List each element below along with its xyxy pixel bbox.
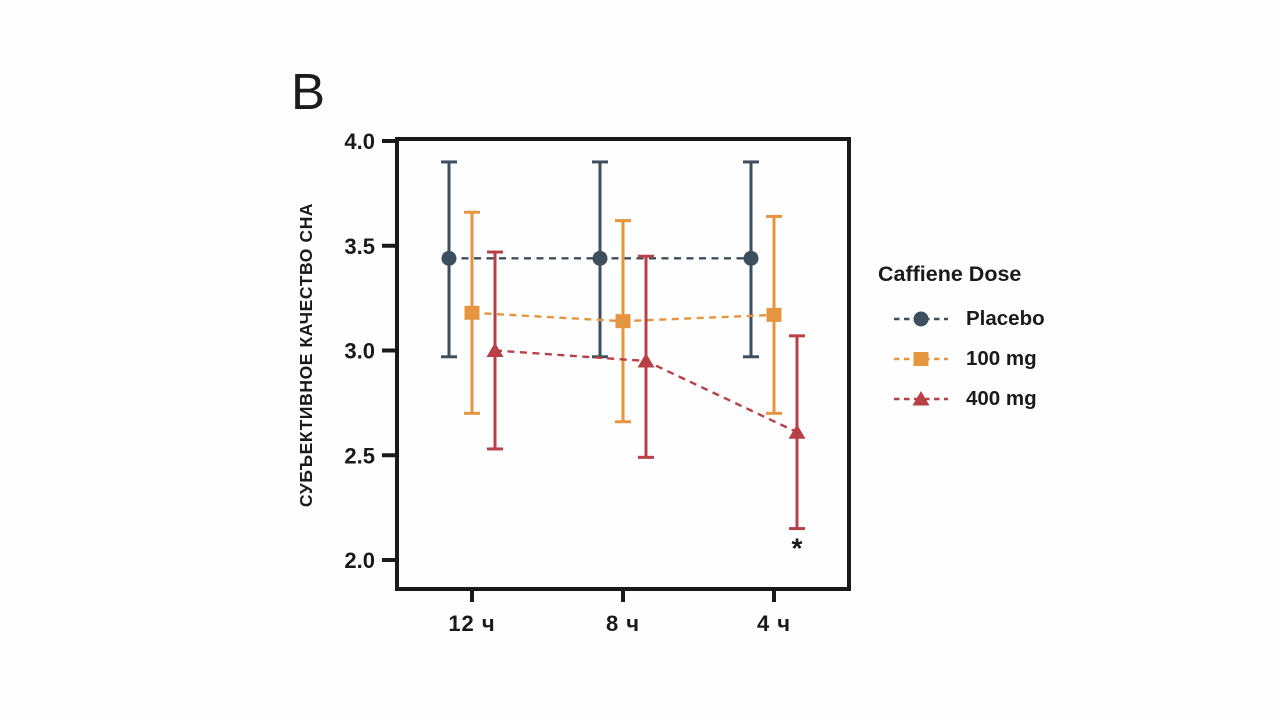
legend-label: Placebo — [966, 307, 1045, 330]
legend-items: Placebo 100 mg 400 mg — [878, 299, 1045, 419]
x-tick-label: 8 ч — [606, 611, 640, 636]
legend-glyph-circle — [913, 311, 929, 327]
y-axis-title: СУБЪЕКТИВНОЕ КАЧЕСТВО СНА — [296, 203, 316, 507]
legend: Caffiene Dose Placebo 100 mg 400 mg — [878, 261, 1045, 419]
data-marker-circle — [743, 250, 759, 266]
series-400-mg — [486, 250, 806, 531]
legend-marker-triangle-icon — [894, 391, 948, 406]
legend-marker-circle-icon — [894, 311, 948, 327]
series-100-mg — [464, 210, 782, 424]
y-tick-label: 4.0 — [344, 129, 375, 154]
legend-item-100-mg: 100 mg — [878, 339, 1045, 379]
y-tick-label: 2.5 — [344, 443, 375, 468]
panel-label: B — [291, 63, 326, 120]
significance-asterisk: * — [792, 533, 803, 564]
y-tick-label: 3.5 — [344, 234, 375, 259]
legend-glyph-triangle — [912, 391, 930, 406]
legend-item-400-mg: 400 mg — [878, 379, 1045, 419]
series-placebo — [441, 160, 759, 359]
x-tick-label: 12 ч — [448, 611, 495, 636]
data-marker-square — [766, 307, 782, 322]
legend-label: 400 mg — [966, 387, 1037, 410]
data-marker-square — [464, 305, 480, 320]
data-marker-circle — [441, 250, 457, 266]
data-marker-square — [615, 314, 631, 329]
y-tick-label: 3.0 — [344, 339, 375, 364]
data-marker-triangle — [637, 352, 655, 368]
legend-title: Caffiene Dose — [878, 262, 1022, 286]
data-marker-triangle — [486, 342, 504, 357]
legend-item-placebo: Placebo — [878, 299, 1045, 339]
data-marker-circle — [592, 250, 608, 266]
x-tick-label: 4 ч — [757, 611, 791, 636]
y-tick-label: 2.0 — [344, 548, 375, 573]
legend-glyph-square — [913, 352, 929, 366]
data-marker-triangle — [788, 424, 806, 439]
legend-marker-square-icon — [894, 352, 948, 366]
legend-label: 100 mg — [966, 347, 1037, 370]
